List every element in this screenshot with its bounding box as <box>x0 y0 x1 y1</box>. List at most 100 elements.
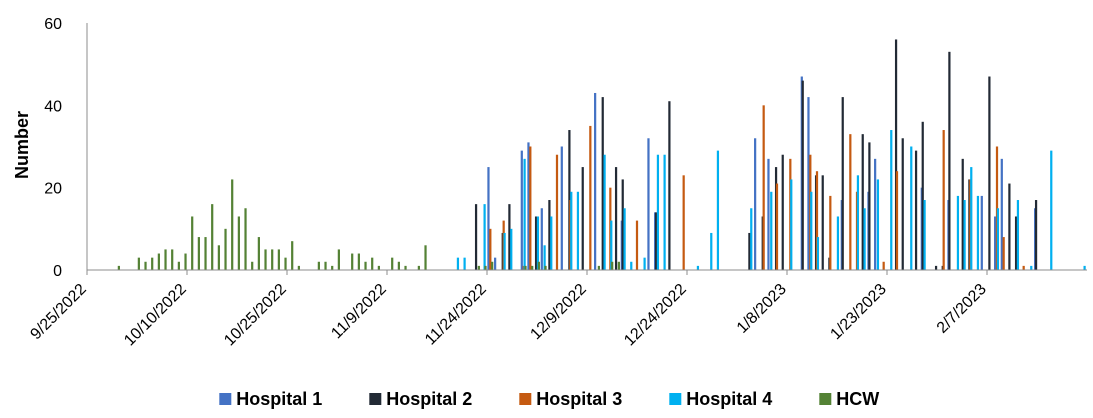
bar-hospital-4 <box>510 228 513 270</box>
x-tick-label: 2/7/2023 <box>934 281 990 337</box>
bar-hospital-4 <box>810 191 813 270</box>
bar-hospital-3 <box>895 171 899 270</box>
bar-hcw <box>537 261 540 270</box>
bar-hospital-1 <box>807 97 810 270</box>
bar-hospital-4 <box>750 208 753 270</box>
bar-hospital-3 <box>849 134 852 270</box>
bar-hospital-1 <box>980 195 983 270</box>
bar-hcw <box>357 253 360 270</box>
bar-hcw <box>211 204 214 270</box>
bar-hcw <box>117 265 120 270</box>
bar-hospital-4 <box>663 154 666 270</box>
legend-swatch-hcw <box>819 393 832 405</box>
bar-hospital-4 <box>1050 150 1053 270</box>
legend-swatch-hospital-1 <box>219 393 232 405</box>
bar-hospital-2 <box>934 265 938 270</box>
x-tick-label: 10/25/2022 <box>221 281 290 350</box>
bar-hospital-2 <box>508 204 511 270</box>
bar-hospital-2 <box>581 167 584 270</box>
bar-hcw <box>164 249 167 270</box>
bar-hospital-2 <box>841 97 844 270</box>
bar-hospital-4 <box>923 200 926 270</box>
y-tick-label: 0 <box>53 263 62 280</box>
bar-hospital-2 <box>988 76 991 271</box>
legend: Hospital 1 Hospital 2 Hospital 3 Hospital 4… <box>219 389 879 409</box>
bar-hospital-2 <box>914 150 918 270</box>
bar-hospital-4 <box>696 265 700 270</box>
bar-hospital-1 <box>874 158 877 270</box>
bar-hospital-2 <box>534 216 538 270</box>
bar-hcw <box>324 261 327 270</box>
legend-label-hospital-4: Hospital 4 <box>686 389 772 409</box>
bar-hospital-4 <box>996 208 1000 270</box>
bar-hcw <box>144 261 147 270</box>
bar-hospital-2 <box>901 138 904 270</box>
bar-hospital-4 <box>623 208 626 270</box>
bar-hospital-3 <box>555 154 559 270</box>
x-tick-label: 10/10/2022 <box>121 281 190 350</box>
bar-hcw <box>264 249 267 270</box>
bar-hcw <box>611 261 614 270</box>
bar-hospital-2 <box>861 134 864 270</box>
bar-hospital-2 <box>668 101 671 270</box>
bar-hcw <box>244 208 247 270</box>
bar-hcw <box>291 241 294 270</box>
bar-hospital-1 <box>540 208 543 270</box>
bar-hcw <box>617 261 620 270</box>
bar-hospital-4 <box>550 216 553 270</box>
bar-hospital-2 <box>614 167 618 270</box>
bar-hospital-2 <box>548 200 551 270</box>
bar-hcw <box>477 265 480 270</box>
bar-hospital-4 <box>456 257 460 270</box>
bar-hospital-4 <box>1030 265 1033 270</box>
bar-hospital-3 <box>942 130 945 270</box>
legend-swatch-hospital-3 <box>519 393 532 405</box>
bars <box>117 39 1086 271</box>
bar-hospital-2 <box>894 39 898 270</box>
bar-hcw <box>337 249 340 270</box>
bar-hcw <box>424 245 427 270</box>
bar-hcw <box>364 261 367 270</box>
bar-hospital-2 <box>961 158 964 270</box>
bar-hospital-4 <box>770 191 773 270</box>
bar-hospital-2 <box>601 97 604 270</box>
bar-hospital-4 <box>543 245 546 270</box>
bar-hospital-4 <box>976 195 980 270</box>
bar-hospital-4 <box>656 154 660 270</box>
bar-hospital-4 <box>876 179 880 270</box>
bar-hcw <box>404 265 407 270</box>
bar-hospital-4 <box>463 257 466 270</box>
bar-hcw <box>271 249 274 270</box>
bar-hospital-2 <box>621 179 624 270</box>
bar-hcw <box>417 265 420 270</box>
x-tick-label: 1/23/2023 <box>827 281 889 343</box>
bar-hospital-4 <box>603 154 606 270</box>
x-axis-ticks: 9/25/2022 10/10/2022 10/25/2022 11/9/2022 11… <box>27 270 990 350</box>
bar-hospital-3 <box>1022 265 1025 270</box>
bar-hospital-1 <box>520 150 523 270</box>
bar-hcw <box>531 265 534 270</box>
bar-hcw <box>377 265 380 270</box>
legend-label-hospital-1: Hospital 1 <box>236 389 322 409</box>
y-tick-label: 20 <box>44 181 62 198</box>
bar-hospital-1 <box>487 167 490 270</box>
bar-hospital-1 <box>527 142 530 270</box>
bar-hospital-1 <box>994 216 997 270</box>
bar-hospital-2 <box>654 212 658 270</box>
bar-hcw <box>351 253 354 270</box>
bar-hospital-3 <box>529 146 532 270</box>
x-tick-label: 12/9/2022 <box>527 281 589 343</box>
bar-hospital-3 <box>489 228 492 270</box>
bar-hospital-2 <box>1034 200 1038 270</box>
bar-hospital-3 <box>1002 237 1005 270</box>
y-axis-label: Number <box>12 111 32 179</box>
bar-hcw <box>277 249 280 270</box>
bar-hospital-1 <box>647 138 650 270</box>
bar-hospital-4 <box>630 261 633 270</box>
bar-hcw <box>317 261 320 270</box>
x-tick-label: 11/9/2022 <box>328 281 390 343</box>
bar-hospital-4 <box>790 179 793 270</box>
bar-hospital-3 <box>775 183 779 270</box>
